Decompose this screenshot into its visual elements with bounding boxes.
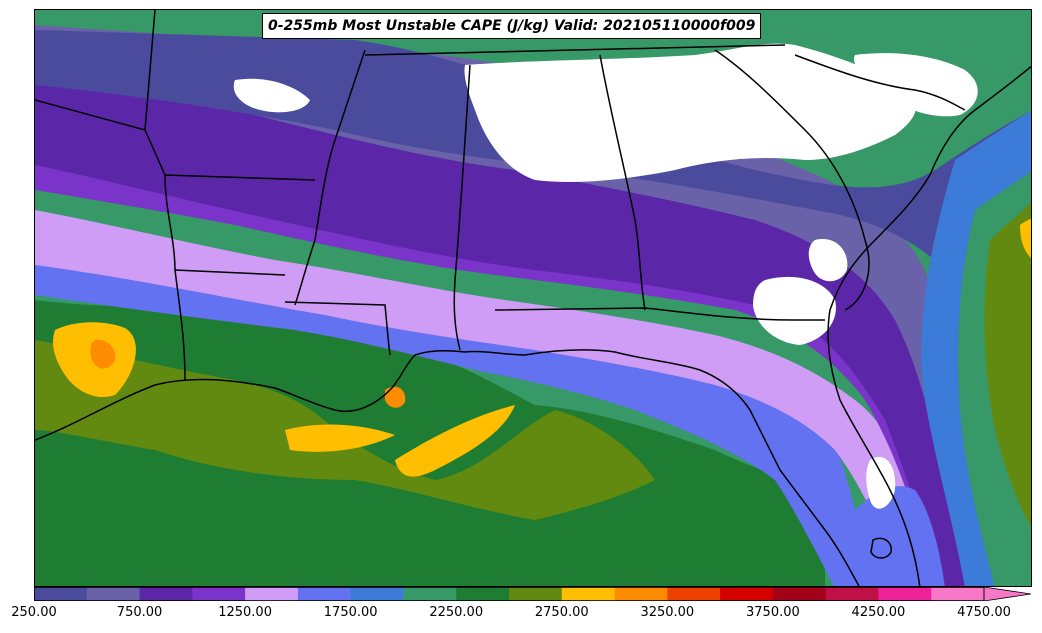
cape-region-3250-3750-west <box>90 339 116 369</box>
map-title: 0-255mb Most Unstable CAPE (J/kg) Valid:… <box>262 13 762 39</box>
cape-region-east-yellow <box>1020 218 1031 259</box>
state-border-georgia-carolinas <box>714 49 870 311</box>
colorbar-tick-label: 1750.00 <box>323 605 378 620</box>
colorbar-tick-label: 2750.00 <box>534 605 589 620</box>
colorbar-swatches <box>34 587 1032 601</box>
colorbar-swatch <box>34 587 88 601</box>
state-border-lake-okeechobee <box>870 537 892 559</box>
colorbar-swatch <box>350 587 404 601</box>
colorbar-swatch <box>878 587 932 601</box>
colorbar-swatch <box>245 587 299 601</box>
map-panel <box>34 9 1032 587</box>
colorbar-swatch <box>561 587 616 601</box>
cape-region-2750-3250-central <box>285 405 515 477</box>
state-border-tennessee-south <box>364 44 786 56</box>
colorbar-swatch <box>931 587 985 601</box>
colorbar-tick-label: 250.00 <box>11 605 57 620</box>
no-data-region-north <box>464 43 916 182</box>
cape-region-1000-1250 <box>35 210 935 586</box>
colorbar-swatch <box>297 587 352 601</box>
colorbar-tick-label: 4750.00 <box>957 605 1011 620</box>
state-border-alabama-georgia <box>599 54 646 311</box>
state-border-florida-north <box>494 307 825 321</box>
cape-region-east-olive <box>984 202 1031 527</box>
cape-region-750-1000 <box>35 100 975 586</box>
colorbar <box>34 587 1032 601</box>
colorbar-swatch <box>667 587 721 601</box>
colorbar-swatch <box>403 587 457 601</box>
cape-region-florida-blue <box>855 486 945 586</box>
cape-region-3250-3750-central <box>385 386 406 408</box>
cape-map <box>35 10 1031 586</box>
colorbar-swatch <box>139 587 193 601</box>
colorbar-extend-arrow <box>983 587 1032 601</box>
colorbar-tick-label: 4250.00 <box>851 605 906 620</box>
no-data-region-tennessee <box>233 78 310 113</box>
no-data-region-south-carolina <box>808 239 848 282</box>
colorbar-swatch <box>614 587 668 601</box>
boundary-lines <box>35 10 1031 586</box>
colorbar-swatch <box>720 587 774 601</box>
colorbar-swatch <box>772 587 827 601</box>
colorbar-tick-label: 750.00 <box>116 605 163 620</box>
colorbar-tick-label: 3250.00 <box>640 605 695 620</box>
state-border-nc-sc <box>794 54 966 111</box>
no-data-region-georgia <box>753 276 836 345</box>
colorbar-swatch <box>825 587 879 601</box>
state-border-mississippi-river <box>294 49 366 306</box>
colorbar-tick-label: 3750.00 <box>746 605 800 620</box>
no-data-region-florida <box>866 456 896 509</box>
colorbar-swatch <box>86 587 141 601</box>
cape-region-2250-2750 <box>35 340 655 520</box>
state-border-louisiana-mississippi <box>284 301 391 356</box>
gulf-coastline <box>35 349 860 586</box>
state-border-louisiana-north <box>174 269 286 276</box>
colorbar-swatch <box>456 587 510 601</box>
colorbar-tick-label: 1250.00 <box>218 605 272 620</box>
colorbar-swatch <box>192 587 246 601</box>
state-border-mississippi-alabama <box>453 64 471 351</box>
atlantic-coastline <box>827 65 1031 586</box>
colorbar-border <box>34 587 985 601</box>
colorbar-swatch <box>509 587 563 601</box>
colorbar-tick-label: 2250.00 <box>429 605 484 620</box>
